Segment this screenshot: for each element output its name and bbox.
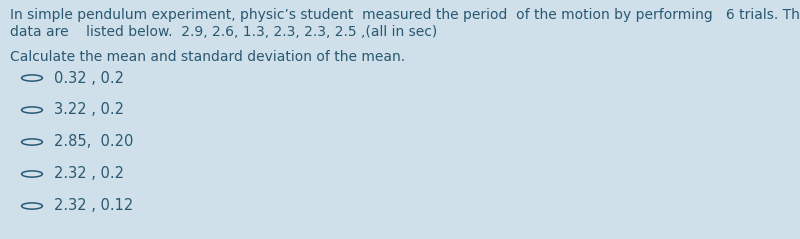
Text: In simple pendulum experiment, physic’s student  measured the period  of the mot: In simple pendulum experiment, physic’s … [10, 8, 800, 22]
Text: 2.32 , 0.2: 2.32 , 0.2 [54, 167, 125, 181]
Text: Calculate the mean and standard deviation of the mean.: Calculate the mean and standard deviatio… [10, 50, 405, 64]
Text: data are    listed below.  2.9, 2.6, 1.3, 2.3, 2.3, 2.5 ,(all in sec): data are listed below. 2.9, 2.6, 1.3, 2.… [10, 25, 437, 39]
Text: 3.22 , 0.2: 3.22 , 0.2 [54, 103, 125, 118]
Text: 2.32 , 0.12: 2.32 , 0.12 [54, 199, 134, 213]
Text: 0.32 , 0.2: 0.32 , 0.2 [54, 71, 125, 86]
Text: 2.85,  0.20: 2.85, 0.20 [54, 135, 134, 150]
